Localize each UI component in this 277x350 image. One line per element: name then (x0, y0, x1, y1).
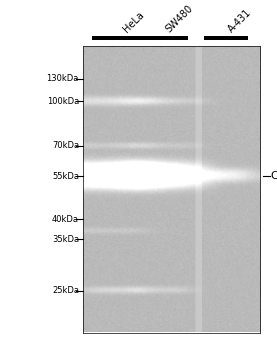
Bar (93, 36, 188, 40)
Text: 55kDa: 55kDa (52, 172, 79, 181)
Bar (204, 36, 248, 40)
Text: SW480: SW480 (163, 3, 194, 34)
Text: Cyclin B2: Cyclin B2 (271, 171, 277, 181)
Text: 35kDa: 35kDa (52, 235, 79, 244)
Text: 40kDa: 40kDa (52, 215, 79, 224)
Text: HeLa: HeLa (121, 9, 146, 34)
Text: 130kDa: 130kDa (47, 74, 79, 83)
Text: A-431: A-431 (226, 7, 253, 34)
Text: 25kDa: 25kDa (52, 286, 79, 295)
Text: 100kDa: 100kDa (47, 97, 79, 106)
Text: 70kDa: 70kDa (52, 141, 79, 150)
